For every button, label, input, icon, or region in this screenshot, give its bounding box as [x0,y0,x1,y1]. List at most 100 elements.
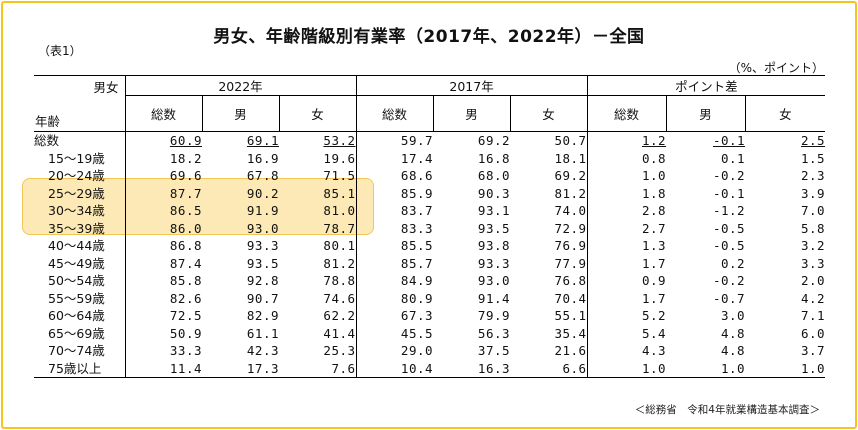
table-cell: 1.3 [586,237,667,255]
col-header-total: 総数 [586,95,667,132]
underlined-value: 60.9 [169,133,202,148]
table-cell: 92.8 [246,273,279,288]
table-cell: 93.1 [477,203,511,218]
table-cell: 93.0 [477,273,511,288]
table-cell: 80.9 [355,289,434,307]
table-cell: 72.5 [124,307,202,325]
table-cell: 85.5 [355,237,434,255]
table-cell: 11.4 [124,359,202,378]
table-cell: 1.0 [586,359,667,378]
table-cell: 93.5 [477,220,511,236]
table-cell: 7.0 [801,203,826,218]
table-cell: 93.8 [477,238,511,253]
table-cell: 90.2 [246,185,279,201]
table-cell: 93.3 [477,255,511,271]
table-cell: -0.5 [712,238,746,253]
table-row: 35～39歳 86.0 93.0 78.7 83.3 93.5 72.9 2.7 -0.5 5.8 [34,219,825,237]
col-header-female: 女 [744,95,826,132]
table-cell: 67.8 [246,168,279,183]
table-cell: 81.2 [323,255,356,271]
table-cell: 2.7 [586,219,667,237]
table-cell: 60.9 [124,131,202,150]
table-cell: 10.4 [355,359,434,378]
table-cell: 68.6 [355,167,434,185]
table-cell: 2.8 [586,202,667,220]
underlined-value: 53.2 [323,133,356,148]
employment-rate-table: 男女 年齢 2022年 2017年 ポイント差 総数 男 女 総数 男 女 総数… [34,75,826,378]
table-cell: 1.0 [745,359,826,378]
table-row: 55～59歳 82.6 90.7 74.6 80.9 91.4 70.4 1.7 -0.7 4.2 [34,289,825,307]
table-id: （表1） [38,44,82,58]
table-cell: 93.0 [246,220,279,236]
corner-sex-label: 男女 [93,80,119,95]
table-cell: 5.2 [586,307,667,325]
table-row: 50～54歳 85.8 92.8 78.8 84.9 93.0 76.8 0.9 -0.2 2.0 [34,272,825,290]
row-label: 60～64歳 [48,308,105,323]
header-corner: 男女 年齢 [34,75,125,132]
table-cell: 86.8 [124,237,202,255]
table-cell: 90.3 [477,185,511,201]
row-label: 45～49歳 [48,255,105,271]
underlined-value: 1.2 [641,133,667,148]
table-cell: 91.4 [477,290,511,306]
table-cell: 50.7 [510,131,588,150]
table-cell: 0.2 [720,255,746,271]
table-cell: 90.7 [246,290,279,306]
table-cell: 68.0 [477,168,511,183]
table-cell: 86.0 [124,219,202,237]
table-cell: 82.9 [246,308,279,323]
table-cell: 16.3 [433,359,511,378]
table-cell: 6.6 [510,359,588,378]
table-row: 45～49歳 87.4 93.5 81.2 85.7 93.3 77.9 1.7 0.2 3.3 [34,254,825,272]
table-cell: 7.6 [279,359,357,378]
table-row: 25～29歳 87.7 90.2 85.1 85.9 90.3 81.2 1.8 -0.1 3.9 [34,184,825,202]
col-header-male: 男 [665,95,746,132]
table-cell: 4.3 [586,342,667,360]
row-label: 35～39歳 [48,220,105,236]
table-cell: 69.2 [554,168,587,183]
table-cell: 69.6 [124,167,202,185]
table-cell: 19.6 [323,150,356,166]
table-cell: 42.3 [246,343,279,358]
table-cell: 1.7 [586,254,667,272]
table-cell: 82.6 [124,289,202,307]
table-cell: 3.2 [801,238,826,253]
row-label: 75歳以上 [34,359,125,378]
table-cell: 18.2 [124,149,202,167]
row-label: 30～34歳 [48,203,105,218]
table-cell: 87.4 [124,254,202,272]
table-cell: 1.0 [586,167,667,185]
col-header-total: 総数 [124,95,202,132]
table-cell: -0.1 [712,185,746,201]
group-header-2022: 2022年 [124,75,357,96]
table-cell: 62.2 [323,308,356,323]
group-header-diff: ポイント差 [586,75,826,96]
table-cell: 78.8 [323,273,356,288]
table-cell: 85.7 [355,254,434,272]
table-cell: 45.5 [355,324,434,342]
table-cell: 86.5 [124,202,202,220]
table-cell: 81.0 [323,203,356,218]
source-note: ＜総務省 令和4年就業構造基本調査＞ [634,404,820,416]
table-cell: 1.5 [801,150,826,166]
table-cell: 81.2 [554,185,587,201]
table-cell: 85.8 [124,272,202,290]
table-row: 15～19歳 18.2 16.9 19.6 17.4 16.8 18.1 0.8 0.1 1.5 [34,149,826,167]
row-label: 20～24歳 [48,168,105,183]
col-header-female: 女 [509,95,588,132]
row-label: 65～69歳 [48,325,105,341]
table-cell: 76.8 [554,273,587,288]
col-header-total: 総数 [355,95,434,132]
table-cell: 70.4 [554,290,587,306]
table-cell: 37.5 [477,343,511,358]
table-cell: 55.1 [554,308,587,323]
table-cell: 1.0 [666,359,746,378]
table-row: 20～24歳 69.6 67.8 71.5 68.6 68.0 69.2 1.0 -0.2 2.3 [34,167,825,185]
table-cell: 17.3 [202,359,279,378]
table-cell: 1.7 [586,289,667,307]
table-cell: 85.9 [355,184,434,202]
table-cell: 56.3 [477,325,511,341]
units-note: （%、ポイント） [728,61,824,75]
table-cell: -0.7 [712,290,746,306]
table-row: 75歳以上 11.4 17.3 7.6 10.4 16.3 6.6 1.0 1.0 1.0 [34,359,826,378]
